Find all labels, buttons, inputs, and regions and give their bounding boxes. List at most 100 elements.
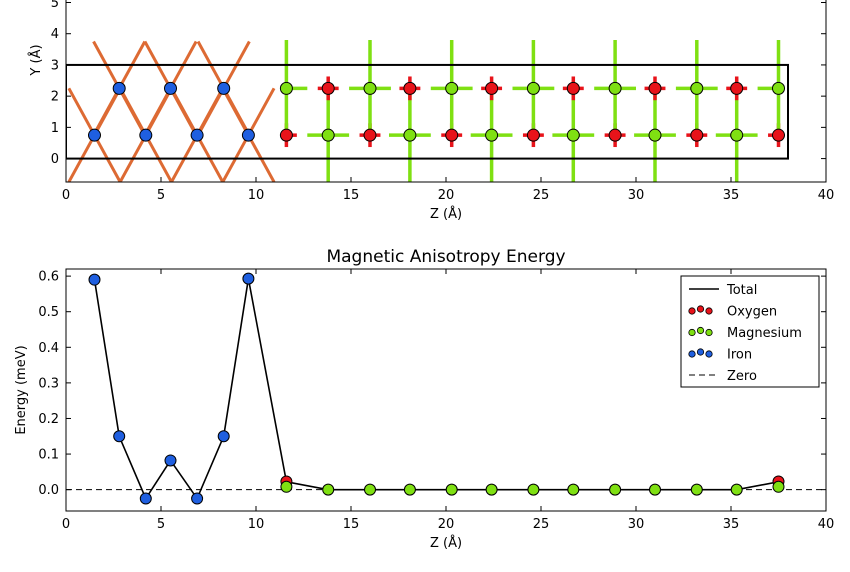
mae-plot: Magnetic Anisotropy Energy 0 5 10 15 20 25 30 35…	[14, 247, 834, 551]
chart-title: Magnetic Anisotropy Energy	[326, 247, 565, 267]
magnesium-point	[772, 480, 785, 493]
iron-bonds	[67, 40, 276, 182]
magnesium-point	[403, 483, 416, 496]
legend-box	[680, 275, 820, 388]
iron-atom	[112, 81, 126, 95]
y-tick-label: 0	[51, 152, 59, 167]
x-tick-label: 5	[157, 517, 165, 532]
cell-box	[66, 63, 789, 160]
magnesium-point	[609, 483, 622, 496]
magnesium-atom	[566, 128, 580, 142]
iron-series	[88, 272, 255, 505]
magnesium-point	[527, 483, 540, 496]
iron-atom	[164, 81, 177, 95]
iron-atom	[217, 81, 231, 95]
atoms	[88, 81, 785, 142]
axes-frame	[65, 268, 827, 512]
magnesium-point	[690, 483, 703, 496]
magnesium-point	[649, 483, 661, 496]
oxygen-atom	[648, 81, 662, 95]
oxygen-atom	[772, 128, 785, 142]
legend-magnesium-swatch	[696, 326, 705, 335]
legend-total-label: Total	[726, 283, 757, 298]
legend-oxygen-swatch	[696, 305, 705, 313]
legend-iron-swatch	[696, 348, 705, 356]
magnesium-point	[280, 480, 293, 493]
iron-point	[88, 273, 101, 286]
iron-atom	[88, 128, 101, 142]
iron-point	[242, 272, 255, 285]
x-tick-label: 35	[723, 517, 740, 532]
x-tick-label: 40	[818, 188, 835, 203]
y-tick-label: 3	[51, 58, 59, 73]
magnesium-atom	[772, 81, 785, 95]
oxygen-atom	[403, 81, 417, 95]
x-tick-label: 25	[533, 188, 550, 203]
legend: Total Oxygen Magnesium Iron Zero	[680, 275, 820, 388]
y-tick-label: 0.0	[38, 483, 59, 498]
structure-plot: 0 5 10 15 20 25 30 35 40 0 1 2 3 4 5 Z (Å) Y (Å)	[28, 0, 834, 222]
legend-oxygen-swatch	[705, 307, 713, 315]
x-tick-label: 30	[628, 188, 645, 203]
x-tick-label: 15	[343, 188, 360, 203]
iron-point	[164, 454, 177, 467]
magnesium-atom	[445, 81, 459, 95]
x-tick-label: 10	[248, 188, 265, 203]
y-tick-label: 1	[51, 121, 59, 136]
magnesium-atom	[690, 81, 704, 95]
x-tick-label: 0	[62, 517, 70, 532]
x-tick-label: 30	[628, 517, 645, 532]
legend-magnesium-label: Magnesium	[727, 326, 802, 341]
magnesium-atom	[279, 81, 293, 95]
x-tick-label: 35	[723, 188, 740, 203]
oxygen-atom	[566, 81, 580, 95]
magnesium-atom	[321, 128, 335, 142]
iron-bond	[247, 87, 276, 136]
total-line	[93, 278, 779, 501]
x-tick-label: 10	[248, 517, 265, 532]
iron-atom	[241, 128, 255, 142]
oxygen-atom	[690, 128, 704, 142]
iron-point	[217, 430, 230, 443]
magnesium-atom	[608, 81, 622, 95]
magnesium-point	[364, 483, 376, 496]
oxygen-atom	[445, 128, 459, 142]
y-tick-label: 5	[51, 0, 59, 11]
iron-bond	[196, 87, 226, 136]
axes-frame	[65, 0, 827, 183]
oxygen-atom	[279, 128, 293, 142]
magnesium-atom	[526, 81, 540, 95]
legend-oxygen-swatch	[688, 307, 696, 315]
y-tick-label: 2	[51, 90, 59, 105]
iron-atom	[190, 128, 204, 142]
magnesium-atom	[648, 128, 662, 142]
x-tick-label: 5	[157, 188, 165, 203]
magnesium-atom	[730, 128, 744, 142]
y-tick-label: 0.2	[38, 412, 59, 427]
legend-oxygen-label: Oxygen	[727, 305, 777, 320]
iron-point	[191, 492, 204, 505]
magnesium-point	[567, 483, 580, 496]
structure-plot-area	[66, 39, 789, 182]
magnesium-point	[322, 483, 335, 496]
iron-point	[139, 492, 152, 505]
oxygen-atom	[321, 81, 335, 95]
oxygen-atom	[526, 128, 540, 142]
oxygen-atom	[730, 81, 744, 95]
legend-iron-label: Iron	[727, 348, 752, 363]
iron-bond	[67, 87, 96, 136]
y-tick-label: 0.3	[38, 376, 59, 391]
legend-magnesium-swatch	[705, 328, 713, 337]
iron-bond	[221, 87, 250, 136]
x-tick-label: 40	[818, 517, 835, 532]
x-tick-label: 20	[438, 188, 455, 203]
y-axis-label: Y (Å)	[28, 44, 44, 76]
x-tick-label: 15	[343, 517, 360, 532]
magnesium-point	[445, 483, 458, 496]
x-axis-label: Z (Å)	[430, 535, 462, 551]
x-tick-label: 0	[62, 188, 70, 203]
x-tick-label: 20	[438, 517, 455, 532]
x-tick-label: 25	[533, 517, 550, 532]
